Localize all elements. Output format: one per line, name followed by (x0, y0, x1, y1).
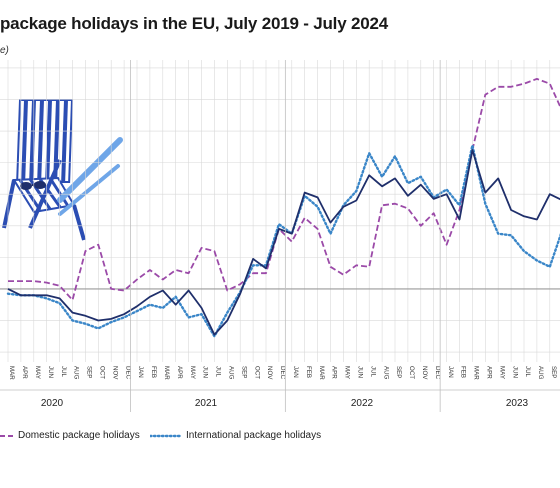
x-tick-label: MAR (318, 366, 325, 380)
x-tick-label: AUG (382, 366, 389, 380)
legend-international-label: International package holidays (186, 430, 322, 441)
x-tick-label: MAY (189, 366, 196, 379)
x-tick-label: JUL (215, 366, 222, 378)
x-tick-label: APR (486, 366, 493, 379)
x-tick-label: FEB (305, 366, 312, 378)
x-tick-label: SEP (240, 366, 247, 378)
x-tick-label: OCT (99, 366, 106, 379)
x-tick-label: DEC (279, 366, 286, 380)
x-tick-label: SEP (86, 366, 93, 378)
x-tick-label: OCT (408, 366, 415, 379)
x-tick-label: MAR (473, 366, 480, 380)
x-tick-label: JUN (357, 366, 364, 378)
x-tick-label: MAY (34, 366, 41, 379)
x-tick-label: APR (176, 366, 183, 379)
x-tick-label: AUG (537, 366, 544, 380)
x-tick-label: JUN (511, 366, 518, 378)
series-line-solid (7, 149, 560, 336)
legend-international: International package holidays (150, 430, 321, 441)
x-tick-label: FEB (150, 366, 157, 378)
x-tick-label: OCT (253, 366, 260, 379)
x-tick-label: SEP (395, 366, 402, 378)
x-tick-label: JUL (524, 366, 531, 378)
x-tick-label: AUG (73, 366, 80, 380)
legend-domestic-label: Domestic package holidays (18, 430, 140, 441)
x-tick-label: JAN (137, 366, 144, 378)
dotted-line-icon (150, 434, 182, 437)
x-tick-label: JUL (60, 366, 67, 378)
x-tick-label: JUL (369, 366, 376, 378)
x-tick-label: JUN (47, 366, 54, 378)
x-tick-label: MAR (8, 366, 15, 380)
year-label: 2022 (351, 398, 374, 409)
legend-domestic: Domestic package holidays (0, 430, 140, 441)
x-tick-label: AUG (228, 366, 235, 380)
year-label: 2020 (41, 398, 64, 409)
x-tick-label: NOV (266, 366, 273, 380)
chart-subtitle: e) (0, 45, 9, 56)
chart-title: package holidays in the EU, July 2019 - … (0, 14, 388, 33)
year-label: 2023 (506, 398, 529, 409)
x-tick-label: JUN (202, 366, 209, 378)
x-tick-label: DEC (434, 366, 441, 380)
x-tick-label: NOV (111, 366, 118, 380)
x-tick-label: SEP (550, 366, 557, 378)
x-tick-label: MAY (498, 366, 505, 379)
x-tick-label: APR (21, 366, 28, 379)
x-tick-label: JAN (292, 366, 299, 378)
x-tick-label: JAN (447, 366, 454, 378)
x-tick-label: FEB (460, 366, 467, 378)
x-tick-label: DEC (124, 366, 131, 380)
x-tick-label: APR (331, 366, 338, 379)
dashed-line-icon (0, 434, 14, 437)
x-tick-label: NOV (421, 366, 428, 380)
beach-chair-illustration (2, 99, 123, 241)
series-line-dotted (6, 144, 560, 338)
x-tick-label: MAY (344, 366, 351, 379)
x-tick-label: MAR (163, 366, 170, 380)
year-label: 2021 (195, 398, 218, 409)
